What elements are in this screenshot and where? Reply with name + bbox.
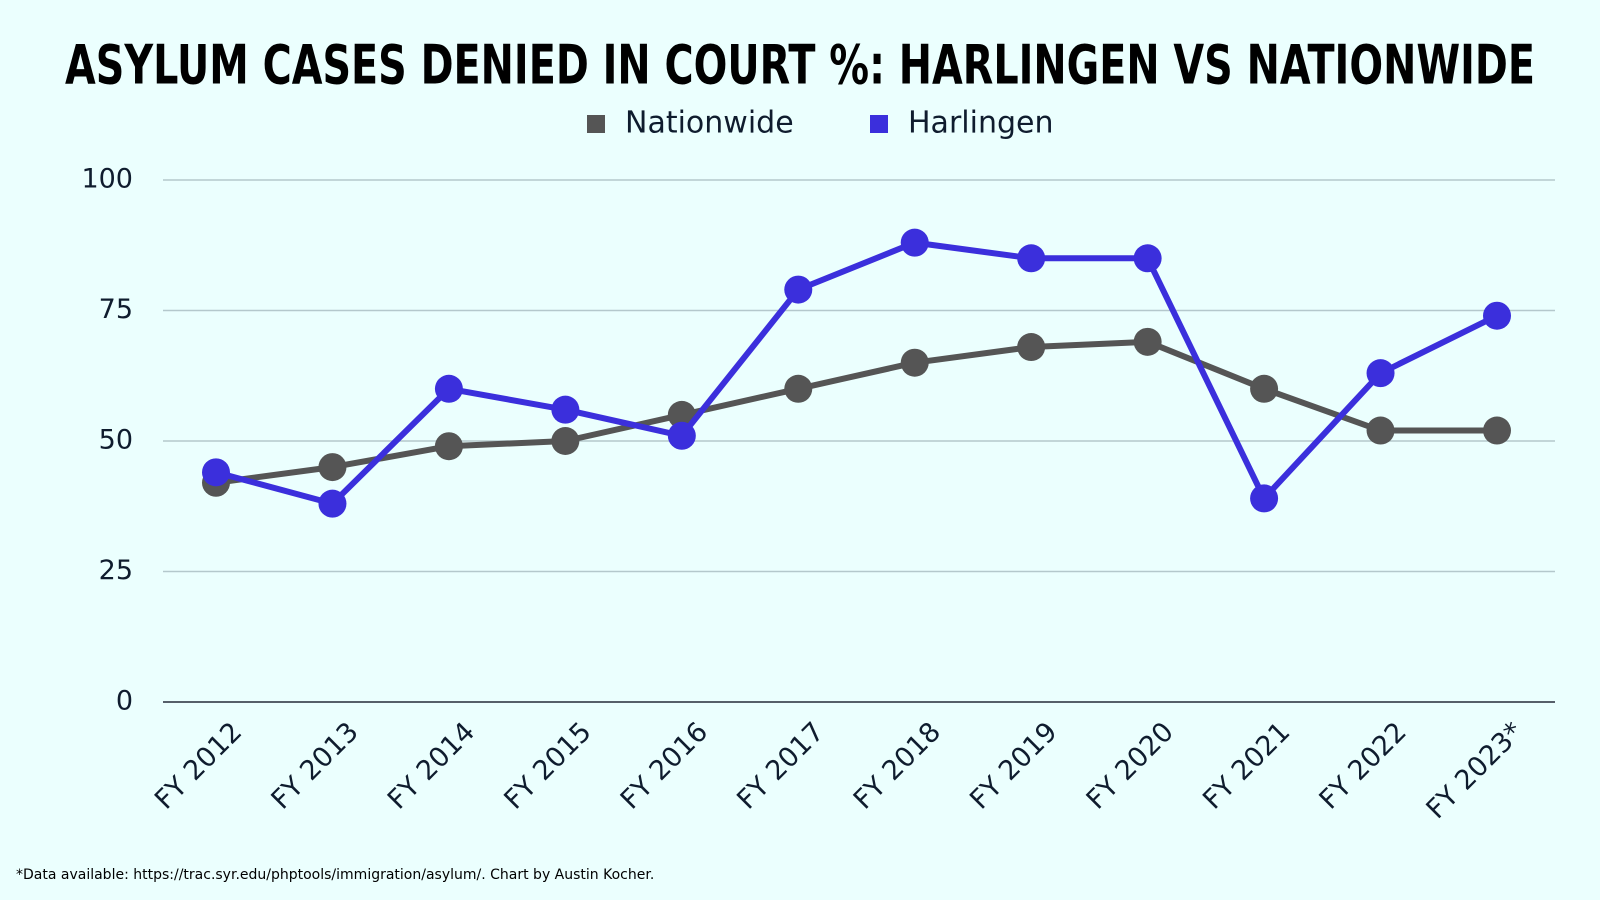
y-tick-label: 100 <box>81 164 133 195</box>
data-point <box>900 228 929 257</box>
series-line <box>215 239 1499 507</box>
data-point <box>551 395 580 424</box>
y-tick-label: 75 <box>99 294 133 325</box>
chart-title: ASYLUM CASES DENIED IN COURT %: HARLINGE… <box>65 34 1535 97</box>
footnote: *Data available: https://trac.syr.edu/ph… <box>16 867 654 883</box>
data-point <box>1133 327 1162 356</box>
data-point <box>900 348 929 377</box>
legend-label: Nationwide <box>625 106 794 141</box>
data-point <box>1366 359 1395 388</box>
data-point <box>1017 333 1046 362</box>
legend-label: Harlingen <box>908 106 1053 141</box>
data-point <box>784 275 813 304</box>
data-point <box>318 489 347 518</box>
data-point <box>434 432 463 461</box>
data-point <box>1483 416 1511 445</box>
data-point <box>1250 484 1279 513</box>
data-point <box>1483 301 1511 330</box>
series-line <box>215 338 1497 486</box>
data-point <box>1250 374 1279 403</box>
data-point <box>667 421 696 450</box>
data-point <box>551 427 580 455</box>
legend-swatch <box>587 115 605 133</box>
data-point <box>202 458 230 487</box>
legend-swatch <box>870 115 888 133</box>
y-tick-label: 50 <box>99 425 133 456</box>
y-tick-label: 25 <box>99 555 133 586</box>
data-point <box>784 374 813 403</box>
data-point <box>318 453 347 482</box>
y-tick-label: 0 <box>116 686 133 717</box>
data-point <box>434 374 463 403</box>
data-point <box>1133 244 1162 273</box>
data-point <box>667 400 696 429</box>
data-point <box>1366 416 1395 445</box>
data-point <box>1017 244 1046 273</box>
